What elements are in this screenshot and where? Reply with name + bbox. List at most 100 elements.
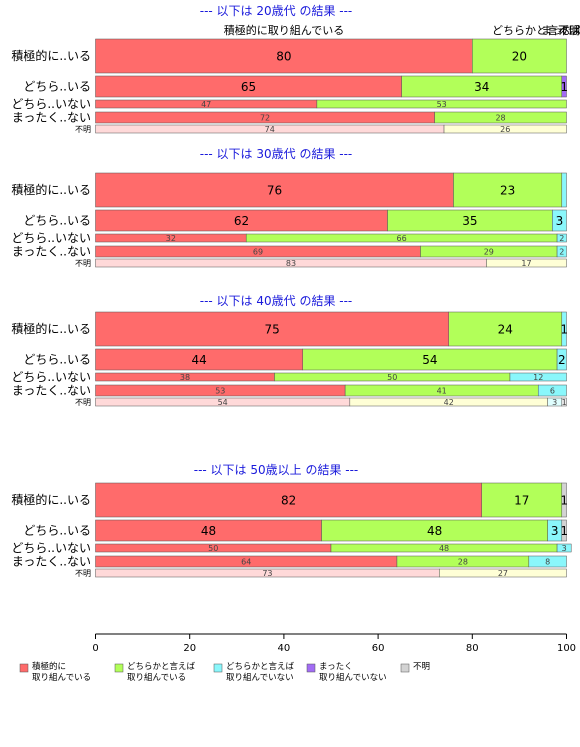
bar-segment — [95, 311, 449, 347]
bar-segment — [443, 124, 567, 134]
data-label: 72 — [260, 114, 270, 123]
data-label: 34 — [474, 80, 489, 94]
data-label: 38 — [180, 373, 190, 382]
bar-segment — [472, 38, 567, 74]
bar-segment — [556, 245, 567, 258]
bar-segment — [537, 384, 567, 397]
header-somewhat: どちらかと言えば — [492, 24, 580, 37]
data-label: 65 — [241, 80, 256, 94]
panel-title: --- 以下は 20歳代 の結果 --- — [200, 4, 353, 18]
bar-segment — [95, 482, 482, 518]
data-label: 53 — [215, 387, 225, 396]
data-label: 48 — [201, 524, 216, 538]
data-label: 64 — [241, 558, 251, 567]
row-label: どちら..いない — [11, 370, 91, 384]
data-label: 12 — [533, 373, 543, 382]
x-tick-label: 20 — [183, 643, 196, 654]
data-label: 32 — [166, 234, 176, 243]
data-label: 50 — [208, 544, 218, 553]
row-label: まったく..ない — [12, 384, 91, 398]
data-label: 29 — [484, 248, 494, 257]
row-label: 不明 — [75, 259, 91, 268]
bar-segment — [552, 209, 567, 232]
header-unknown: 不明 — [558, 24, 580, 37]
row-label: どちら..いない — [11, 231, 91, 245]
row-label: まったく..ない — [12, 111, 91, 125]
legend: 積極的に取り組んでいる どちらかと言えば取り組んでいる どちらかと言えば取り組んでい… — [19, 661, 430, 683]
bar-segment — [561, 397, 567, 407]
bar-segment — [486, 258, 567, 268]
x-tick-label: 60 — [372, 643, 385, 654]
x-tick-label: 0 — [92, 643, 98, 654]
data-label: 28 — [458, 558, 468, 567]
bar-segment — [509, 372, 567, 382]
x-tick-label: 100 — [557, 643, 576, 654]
data-label: 2 — [558, 353, 566, 367]
data-label: 1 — [560, 494, 568, 508]
data-label: 35 — [462, 214, 477, 228]
bar-segment — [561, 75, 567, 98]
panel-3: --- 以下は 50歳以上 の結果 --- 積極的に..いる 82 17 1 どちら..い… — [11, 463, 572, 578]
data-label: 24 — [498, 323, 513, 337]
bar-segment — [439, 568, 567, 578]
panel-title: --- 以下は 30歳代 の結果 --- — [200, 147, 353, 161]
data-label: 27 — [498, 569, 508, 578]
data-label: 53 — [437, 100, 447, 109]
legend-swatch — [19, 663, 29, 673]
data-label: 3 — [562, 544, 567, 553]
x-axis: 0 20 40 60 80 100 — [92, 633, 576, 654]
data-label: 73 — [262, 569, 272, 578]
bar-segment — [561, 519, 567, 542]
data-label: 3 — [552, 398, 557, 407]
bar-segment — [556, 348, 567, 371]
bar-segment — [561, 482, 567, 518]
bar-segment — [448, 311, 563, 347]
row-label: 不明 — [75, 125, 91, 134]
bar-segment — [316, 99, 567, 109]
panels: --- 以下は 20歳代 の結果 --- 積極的に..いる 80 20 どちら..いる 6… — [11, 4, 572, 578]
panel-2: --- 以下は 40歳代 の結果 ---積極的に..いる 75 24 1どちら..いる… — [11, 294, 568, 407]
row-label: 不明 — [75, 398, 91, 407]
data-label: 20 — [512, 50, 527, 64]
data-label: 48 — [439, 544, 449, 553]
data-label: 83 — [286, 259, 296, 268]
panel-title: --- 以下は 50歳以上 の結果 --- — [194, 463, 359, 477]
data-label: 1 — [560, 80, 568, 94]
panel-0: --- 以下は 20歳代 の結果 --- 積極的に..いる 80 20 どちら..いる 6… — [11, 4, 568, 134]
row-label: まったく..ない — [12, 245, 91, 259]
row-label: 積極的に..いる — [11, 48, 91, 63]
data-label: 28 — [495, 114, 505, 123]
bar-segment — [528, 555, 567, 568]
legend-label: どちらかと言えば取り組んでいない — [226, 661, 295, 683]
data-label: 3 — [551, 524, 559, 538]
row-label: どちら..いない — [11, 541, 91, 555]
row-label: 不明 — [75, 569, 91, 578]
data-label: 75 — [264, 323, 279, 337]
legend-swatch — [213, 663, 223, 673]
bar-segment — [95, 172, 454, 208]
row-label: どちら..いる — [23, 214, 91, 228]
data-label: 2 — [559, 248, 564, 257]
data-label: 48 — [427, 524, 442, 538]
legend-label: どちらかと言えば取り組んでいる — [127, 661, 196, 683]
legend-swatch — [114, 663, 124, 673]
row-label: どちら..いない — [11, 97, 91, 111]
legend-label: まったく取り組んでいない — [319, 662, 387, 683]
header-not-at-all: まったく — [541, 24, 580, 37]
legend-label: 不明 — [413, 662, 430, 672]
row-label: どちら..いる — [23, 524, 91, 538]
data-label: 26 — [500, 125, 510, 134]
data-label: 1 — [560, 323, 568, 337]
legend-swatch — [306, 663, 316, 673]
data-label: 1 — [562, 398, 567, 407]
bar-segment — [481, 482, 563, 518]
data-label: 2 — [559, 234, 564, 243]
data-label: 66 — [397, 234, 407, 243]
x-tick-label: 40 — [278, 643, 291, 654]
row-label: 積極的に..いる — [11, 321, 91, 336]
bar-segment — [453, 172, 563, 208]
header-active: 積極的に取り組んでいる — [224, 23, 344, 37]
data-label: 54 — [422, 353, 437, 367]
data-label: 3 — [556, 214, 564, 228]
